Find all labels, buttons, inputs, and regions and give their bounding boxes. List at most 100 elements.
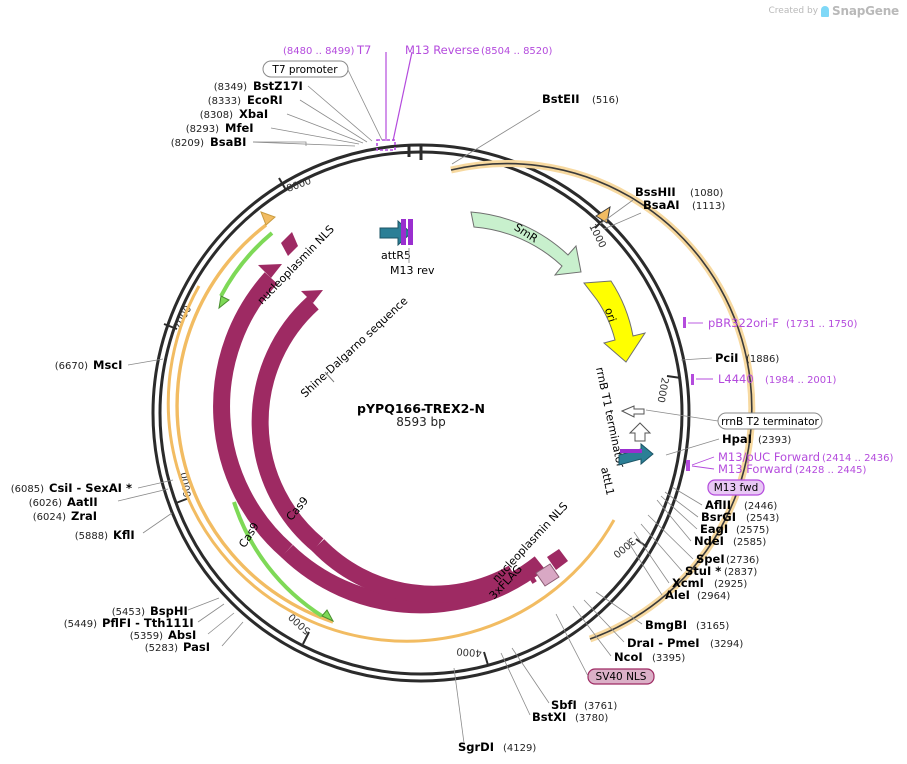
enzyme-name-ncoi: NcoI — [614, 650, 643, 664]
enzyme-row: (8209) BsaBI — [171, 135, 247, 149]
enzyme-name-bsphi: BspHI — [150, 604, 188, 618]
primer-label-l4440: L4440 — [718, 372, 754, 386]
enzyme-name-eagi: EagI — [700, 522, 728, 536]
enzyme-pos-alei: (2964) — [697, 591, 730, 602]
enzyme-pos-zrai: (6024) — [33, 512, 66, 523]
enzyme-list-top-left: (8349) BstZ17I (8333) EcoRI (8308) XbaI … — [171, 79, 373, 149]
snapgene-logo-icon — [821, 5, 830, 17]
tick-label-2000: 2000 — [655, 376, 670, 403]
enzyme-name-sgrdi: SgrDI — [458, 740, 494, 754]
enzyme-name-alei: AleI — [665, 588, 690, 602]
enzyme-name-aflii: AflII — [705, 498, 731, 512]
primer-labels-top: (8480 .. 8499) T7 M13 Reverse (8504 .. 8… — [283, 43, 553, 57]
enzyme-name-drai-pmei: DraI - PmeI — [627, 636, 700, 650]
plasmid-name: pYPQ166-TREX2-N — [357, 401, 485, 416]
plasmid-size: 8593 bp — [396, 415, 446, 429]
enzyme-name: MfeI — [225, 121, 254, 135]
enzyme-pos: (8209) — [171, 138, 204, 149]
enzyme-pos-ndei: (2585) — [733, 537, 766, 548]
enzyme-name: BstZ17I — [253, 79, 303, 93]
enzyme-name-bsrgi: BsrGI — [701, 510, 736, 524]
enzyme-name-stui: StuI * — [685, 564, 721, 578]
enzyme-name-msci: MscI — [93, 358, 122, 372]
enzyme-list-right: BstEII (516) BssHII (1080) BsaAI (1113) … — [451, 92, 894, 685]
enzyme-pos-pasi: (5283) — [145, 643, 178, 654]
primer-range-m13-forward: (2428 .. 2445) — [795, 465, 867, 476]
feature-label-attl1: attL1 — [598, 466, 617, 497]
enzyme-pos-bsaai: (1113) — [692, 201, 725, 212]
boxed-label-t7-promoter: T7 promoter — [262, 60, 383, 141]
enzyme-name-aatii: AatII — [67, 495, 98, 509]
enzyme-row: (8308) XbaI — [200, 107, 268, 121]
enzyme-name-ndei: NdeI — [694, 534, 724, 548]
enzyme-pos-drai-pmei: (3294) — [710, 639, 743, 650]
enzyme-pos: (8349) — [214, 82, 247, 93]
enzyme-pos-sbfi: (3761) — [584, 701, 617, 712]
enzyme-name-zrai: ZraI — [71, 509, 97, 523]
primer-range-t7: (8480 .. 8499) — [283, 46, 355, 57]
top-primer-marks — [376, 51, 413, 157]
enzyme-name: BsaBI — [210, 135, 246, 149]
boxed-label-sv40-nls: SV40 NLS — [596, 671, 647, 683]
tick-label-4000: 4000 — [456, 645, 482, 658]
enzyme-pos-aatii: (6026) — [29, 498, 62, 509]
enzyme-pos-bstxi: (3780) — [575, 713, 608, 724]
watermark-prefix: Created by — [768, 6, 819, 16]
feature-attr5: attR5 M13 rev — [379, 219, 435, 277]
enzyme-pos-bsphi: (5453) — [112, 607, 145, 618]
feature-label-m13-rev: M13 rev — [390, 264, 435, 277]
feature-label-attr5: attR5 — [381, 249, 411, 262]
enzyme-name-bsaai: BsaAI — [643, 198, 680, 212]
primer-range-pbr322ori-f: (1731 .. 1750) — [786, 319, 858, 330]
enzyme-pos-hpai: (2393) — [758, 435, 791, 446]
enzyme-pos-bmgbi: (3165) — [696, 621, 729, 632]
terminator-glyphs — [620, 405, 652, 442]
enzyme-name: EcoRI — [247, 93, 283, 107]
enzyme-name: XbaI — [239, 107, 268, 121]
feature-ori: ori — [583, 280, 647, 363]
boxed-label-rrnb-t2-terminator: rrnB T2 terminator — [721, 416, 819, 428]
enzyme-row: (8349) BstZ17I — [214, 79, 303, 93]
enzyme-name-xcmi: XcmI — [672, 576, 704, 590]
enzyme-name-absi: AbsI — [168, 628, 196, 642]
enzyme-name-spei: SpeI — [696, 552, 725, 566]
primer-label-pbr322ori-f: pBR322ori-F — [708, 316, 779, 330]
enzyme-pos-msci: (6670) — [55, 361, 88, 372]
enzyme-pos-csii: (6085) — [11, 484, 44, 495]
enzyme-row: (8293) MfeI — [186, 121, 254, 135]
enzyme-pos: (8293) — [186, 124, 219, 135]
cas9-arcs: Cas9 Cas9 — [213, 232, 546, 614]
feature-attl1: attL1 — [598, 442, 654, 497]
enzyme-pos-stui: (2837) — [724, 567, 757, 578]
tick-label-3000: 3000 — [611, 535, 638, 560]
primer-label-t7: T7 — [356, 43, 371, 57]
green-arrows — [218, 231, 335, 623]
primer-label-m13-puc-forward: M13/pUC Forward — [718, 450, 820, 464]
enzyme-pos-eagi: (2575) — [736, 525, 769, 536]
enzyme-pos-bsrgi: (2543) — [746, 513, 779, 524]
enzyme-name-bstxi: BstXI — [532, 710, 566, 724]
enzyme-pos-sgrdi: (4129) — [503, 743, 536, 754]
enzyme-name-csii: CsiI - SexAI * — [49, 481, 132, 495]
enzyme-pos: (8333) — [208, 96, 241, 107]
enzyme-name-bmgbi: BmgBI — [645, 618, 687, 632]
primer-range-m13-reverse: (8504 .. 8520) — [481, 46, 553, 57]
enzyme-name-bsteii: BstEII — [542, 92, 580, 106]
enzyme-list-left: (6670) MscI (6085) CsiI - SexAI * (6026)… — [11, 358, 244, 654]
enzyme-pos-spei: (2736) — [726, 555, 759, 566]
enzyme-pos-bsshii: (1080) — [690, 188, 723, 199]
orf-arcs — [166, 160, 756, 643]
enzyme-name-pcii: PciI — [715, 351, 738, 365]
primer-label-m13-forward: M13 Forward — [718, 462, 792, 476]
enzyme-name-pasi: PasI — [183, 640, 210, 654]
enzyme-name-bsshii: BssHII — [635, 185, 676, 199]
watermark-brand: SnapGene — [832, 4, 899, 18]
enzyme-name-pflfi: PflFI - Tth111I — [102, 616, 194, 630]
enzyme-pos-aflii: (2446) — [744, 501, 777, 512]
boxed-label-t7-promoter-text: T7 promoter — [271, 64, 338, 76]
feature-smr: SmR — [470, 211, 582, 276]
enzyme-name-kfli: KflI — [113, 528, 135, 542]
enzyme-pos-xcmi: (2925) — [714, 579, 747, 590]
enzyme-pos-pcii: (1886) — [746, 354, 779, 365]
enzyme-name-hpai: HpaI — [722, 432, 752, 446]
